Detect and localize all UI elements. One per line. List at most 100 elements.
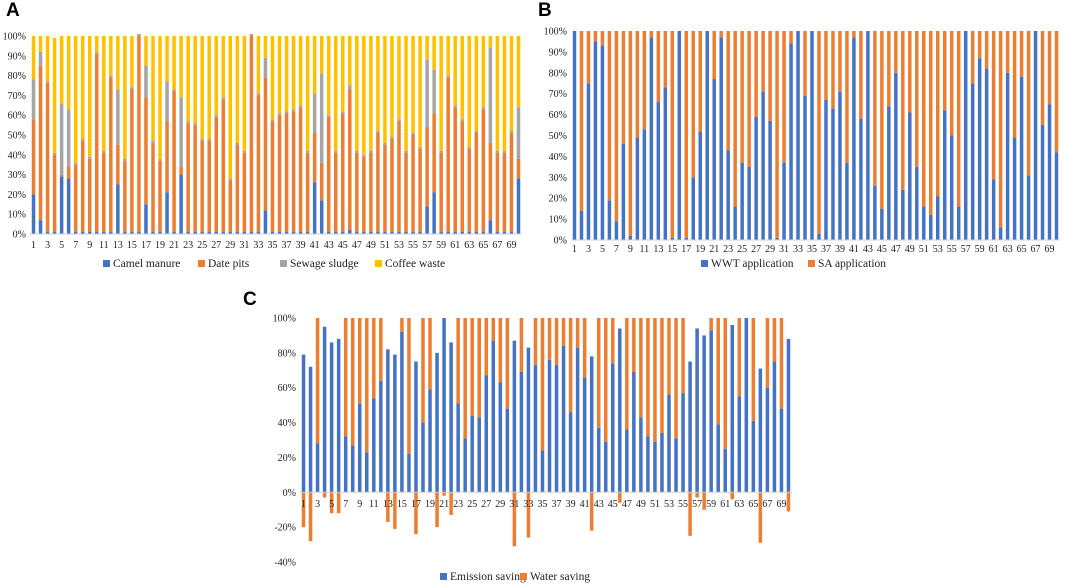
x-tick-label-c: 49	[636, 499, 646, 510]
bar-b-sa-application	[579, 31, 584, 211]
y-tick-label-b: 0%	[554, 236, 567, 247]
bar-c-emission-saving	[646, 436, 650, 493]
bar-a-sewage-sludge	[383, 142, 387, 145]
bar-a-camel-manure	[263, 210, 268, 234]
bar-b-wwt-application	[775, 237, 779, 240]
bar-b-sa-application	[1054, 31, 1059, 153]
bar-c-water-saving	[667, 318, 671, 395]
bar-a-camel-manure	[495, 232, 500, 234]
bar-c-water-saving	[372, 318, 376, 399]
bar-a-camel-manure	[291, 232, 296, 234]
bar-b-wwt-application	[942, 110, 947, 240]
bar-c-emission-saving	[765, 387, 770, 493]
chart-panel-a: 0%10%20%30%40%50%60%70%80%90%100%1 3 5 7 9 11…	[3, 32, 522, 270]
bar-c-water-saving	[322, 492, 327, 498]
bar-b-sa-application	[1026, 31, 1031, 176]
bar-a-camel-manure	[312, 182, 317, 234]
bar-b-wwt-application	[649, 37, 654, 240]
bar-b-sa-application	[915, 31, 919, 167]
bar-a-coffee-waste	[80, 36, 85, 139]
bar-c-water-saving	[779, 318, 784, 409]
bar-a-sewage-sludge	[66, 109, 71, 167]
bar-b-sa-application	[894, 31, 898, 73]
bar-a-coffee-waste	[263, 36, 268, 58]
bar-b-wwt-application	[915, 166, 919, 240]
bar-c-emission-saving	[386, 349, 390, 493]
bar-a-camel-manure	[411, 232, 415, 234]
bar-c-water-saving	[596, 318, 601, 428]
bar-b-wwt-application	[859, 118, 863, 240]
x-tick-label-c: 15	[397, 499, 407, 510]
x-tick-label-a: 41	[310, 240, 320, 251]
bar-c-emission-saving	[484, 375, 489, 493]
bar-c-emission-saving	[329, 342, 334, 493]
bar-b-sa-application	[936, 31, 940, 197]
bar-b-sa-application	[754, 31, 758, 117]
bar-c-emission-saving	[688, 361, 692, 493]
x-tick-label-b: 17	[681, 244, 691, 255]
bar-a-coffee-waste	[144, 36, 148, 66]
bar-a-coffee-waste	[453, 36, 457, 106]
bar-a-coffee-waste	[305, 36, 310, 151]
bar-b-sa-application	[635, 31, 640, 138]
x-tick-label-a: 65	[478, 240, 488, 251]
bar-a-camel-manure	[319, 200, 324, 234]
bar-b-wwt-application	[908, 112, 912, 240]
x-tick-label-c: 45	[608, 499, 618, 510]
bar-c-emission-saving	[547, 359, 552, 493]
x-tick-label-b: 33	[793, 244, 803, 255]
x-tick-label-c: 37	[552, 499, 562, 510]
y-tick-label-b: 70%	[549, 89, 567, 100]
x-tick-label-b: 69	[1045, 244, 1055, 255]
bar-b-sa-application	[1005, 31, 1010, 73]
bar-a-sewage-sludge	[291, 109, 296, 112]
bar-a-date-pits	[31, 119, 36, 195]
bar-c-emission-saving	[730, 324, 735, 493]
bar-c-water-saving	[589, 492, 594, 531]
bar-c-water-saving	[484, 318, 489, 376]
bar-a-camel-manure	[38, 220, 43, 234]
bar-b-wwt-application	[712, 79, 716, 240]
bar-a-coffee-waste	[495, 36, 500, 151]
x-tick-label-b: 47	[891, 244, 901, 255]
bar-b-sa-application	[649, 31, 654, 38]
x-tick-label-b: 21	[709, 244, 719, 255]
bar-c-water-saving	[505, 318, 510, 409]
bar-a-sewage-sludge	[263, 57, 268, 78]
bar-a-coffee-waste	[123, 36, 127, 159]
bar-b-wwt-application	[796, 31, 800, 240]
bar-a-coffee-waste	[116, 36, 120, 90]
y-tick-label-a: 20%	[8, 190, 26, 201]
x-tick-label-b: 65	[1017, 244, 1027, 255]
bar-c-emission-saving	[786, 338, 791, 493]
x-tick-label-a: 35	[267, 240, 277, 251]
bar-b-wwt-application	[586, 83, 591, 240]
bar-b-sa-application	[1012, 31, 1017, 138]
bar-b-sa-application	[586, 31, 591, 84]
bar-c-water-saving	[561, 318, 566, 346]
x-tick-label-b: 37	[821, 244, 831, 255]
x-tick-label-c: 31	[509, 499, 519, 510]
bar-a-coffee-waste	[95, 36, 99, 52]
bar-a-date-pits	[362, 156, 366, 233]
bar-a-sewage-sludge	[200, 138, 204, 141]
x-tick-label-b: 11	[640, 244, 650, 255]
bar-a-coffee-waste	[214, 36, 219, 116]
bar-c-emission-saving	[365, 452, 369, 493]
bar-a-coffee-waste	[397, 36, 401, 120]
bar-a-coffee-waste	[270, 36, 275, 120]
bar-b-wwt-application	[901, 189, 905, 240]
bar-a-date-pits	[333, 152, 338, 233]
bar-a-date-pits	[298, 107, 303, 233]
bar-b-sa-application	[887, 31, 891, 107]
bar-a-coffee-waste	[362, 36, 366, 155]
bar-b-sa-application	[642, 31, 647, 130]
x-tick-label-a: 7	[73, 240, 78, 251]
bar-a-sewage-sludge	[284, 111, 289, 114]
x-tick-label-c: 29	[495, 499, 505, 510]
bar-c-emission-saving	[393, 354, 397, 493]
bar-c-water-saving	[435, 492, 439, 528]
bar-c-water-saving	[315, 318, 320, 444]
bar-a-coffee-waste	[158, 36, 162, 159]
